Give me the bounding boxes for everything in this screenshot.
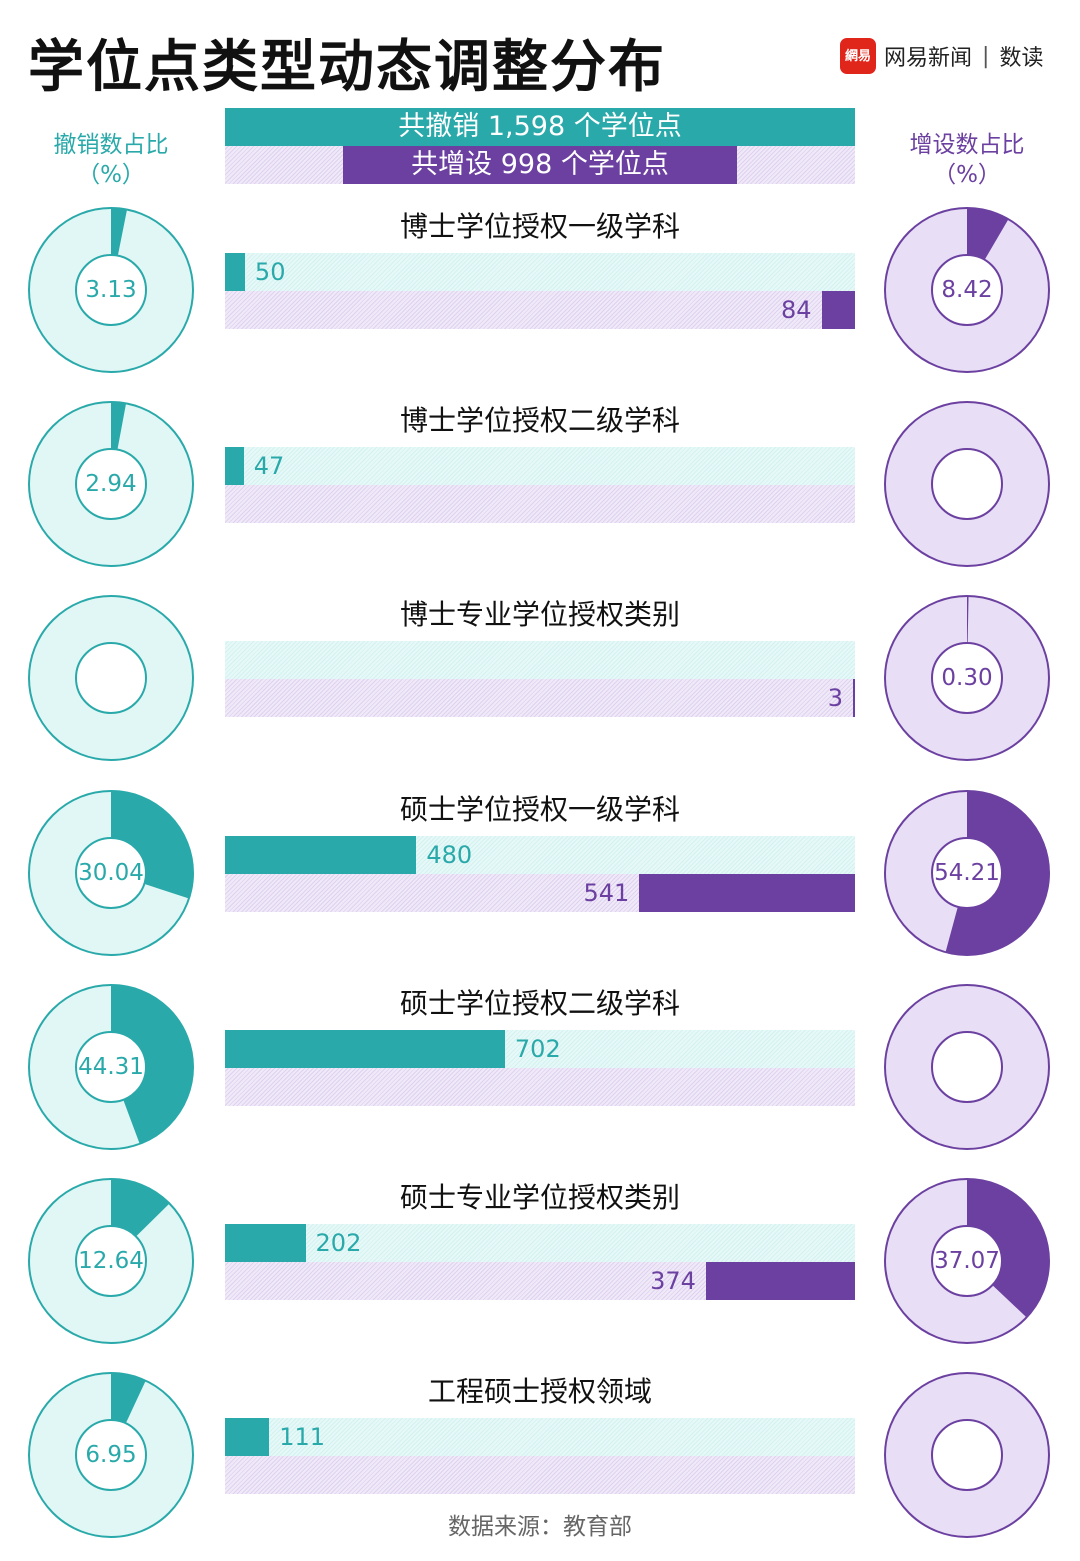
added-donut (884, 1372, 1050, 1539)
revoked-percent-unit: （%） (77, 162, 145, 188)
revoked-percent-value: 3.13 (85, 277, 137, 303)
revoked-percent-value: 12.64 (78, 1248, 144, 1274)
added-bar (639, 873, 855, 912)
added-bar-track (225, 1067, 855, 1106)
revoked-bar-track (225, 641, 855, 680)
data-source: 数据来源：教育部 (448, 1514, 632, 1540)
added-percent-value: 0.30 (941, 665, 993, 692)
added-donut: 37.07 (884, 1178, 1050, 1344)
revoked-percent-value (28, 595, 194, 761)
total-added-banner: 共增设 998 个学位点 (343, 146, 737, 184)
revoked-percent-value: 6.95 (85, 1442, 137, 1469)
revoked-percent-value: 44.31 (78, 1053, 144, 1080)
added-donut: 0.30 (884, 595, 1050, 762)
revoked-value: 702 (514, 1034, 561, 1063)
added-bar-track (225, 485, 855, 524)
revoked-percent-title: 撤销数占比 (53, 132, 169, 158)
added-percent-value: 8.42 (941, 277, 993, 303)
added-percent-value (884, 1372, 1050, 1538)
revoked-donut: 30.04 (28, 789, 194, 956)
added-donut: 8.42 (884, 207, 1050, 373)
row-title: 博士学位授权一级学科 (399, 210, 680, 243)
added-value: 374 (650, 1267, 696, 1295)
added-donut (884, 983, 1050, 1150)
revoked-value: 480 (426, 840, 473, 869)
revoked-value: 50 (254, 258, 286, 286)
row-title: 博士专业学位授权类别 (399, 598, 680, 632)
revoked-percent-value: 30.04 (78, 859, 144, 886)
added-value: 84 (780, 296, 812, 324)
row-title: 硕士专业学位授权类别 (399, 1181, 680, 1214)
revoked-percent-value: 2.94 (85, 471, 137, 498)
added-value: 541 (583, 878, 630, 907)
added-bar-track: 84 (225, 291, 855, 329)
netease-news-logo-icon: 網易 (840, 38, 876, 74)
added-bar (705, 1262, 855, 1300)
row-title: 博士学位授权二级学科 (399, 404, 680, 438)
row-title: 硕士学位授权二级学科 (399, 986, 680, 1020)
added-bar (821, 291, 855, 329)
logo-text: 网易新闻 (884, 46, 973, 71)
added-bar (853, 679, 855, 718)
row-title: 硕士学位授权一级学科 (399, 792, 680, 826)
added-donut (884, 401, 1050, 568)
added-percent-label: 增设数占比 （%） (892, 130, 1042, 190)
added-bar-track: 3 (225, 679, 855, 718)
revoked-bar (225, 447, 244, 486)
added-bar-track: 541 (225, 873, 855, 912)
revoked-donut: 44.31 (28, 983, 194, 1150)
added-percent-value: 54.21 (934, 859, 1000, 886)
revoked-percent-label: 撤销数占比 （%） (36, 130, 186, 190)
revoked-bar-track: 202 (225, 1224, 855, 1262)
added-percent-unit: （%） (933, 162, 1001, 188)
total-revoked-banner: 共撤销 1,598 个学位点 (225, 108, 855, 146)
logo-sub: 数读 (999, 46, 1044, 71)
added-percent-value (884, 984, 1050, 1150)
brand-logo: 網易 网易新闻 | 数读 (840, 38, 1043, 74)
revoked-bar (225, 1418, 270, 1457)
added-percent-value: 37.07 (934, 1248, 1000, 1274)
revoked-value: 47 (253, 452, 285, 481)
revoked-bar (225, 1029, 505, 1068)
revoked-bar (225, 1224, 306, 1262)
revoked-donut: 12.64 (28, 1178, 194, 1344)
revoked-value: 111 (279, 1423, 326, 1452)
revoked-bar-track: 111 (225, 1418, 855, 1457)
logo-separator: | (982, 43, 990, 69)
added-donut: 54.21 (884, 789, 1050, 956)
revoked-bar-track: 702 (225, 1029, 855, 1068)
revoked-donut: 2.94 (28, 401, 194, 568)
revoked-bar-track: 480 (225, 835, 855, 874)
revoked-bar (225, 253, 245, 291)
added-percent-title: 增设数占比 (909, 132, 1025, 158)
added-bar-track: 374 (225, 1262, 855, 1300)
revoked-value: 202 (315, 1229, 362, 1257)
added-bar-track (225, 1456, 855, 1495)
revoked-donut: 3.13 (28, 207, 194, 373)
added-percent-value (884, 401, 1050, 567)
added-value: 3 (827, 684, 843, 713)
revoked-donut (28, 595, 194, 762)
row-title: 工程硕士授权领域 (427, 1375, 652, 1409)
page-title: 学位点类型动态调整分布 (28, 35, 666, 100)
revoked-bar (225, 835, 417, 874)
revoked-bar-track: 47 (225, 447, 855, 486)
revoked-bar-track: 50 (225, 253, 855, 291)
revoked-donut: 6.95 (28, 1372, 194, 1539)
